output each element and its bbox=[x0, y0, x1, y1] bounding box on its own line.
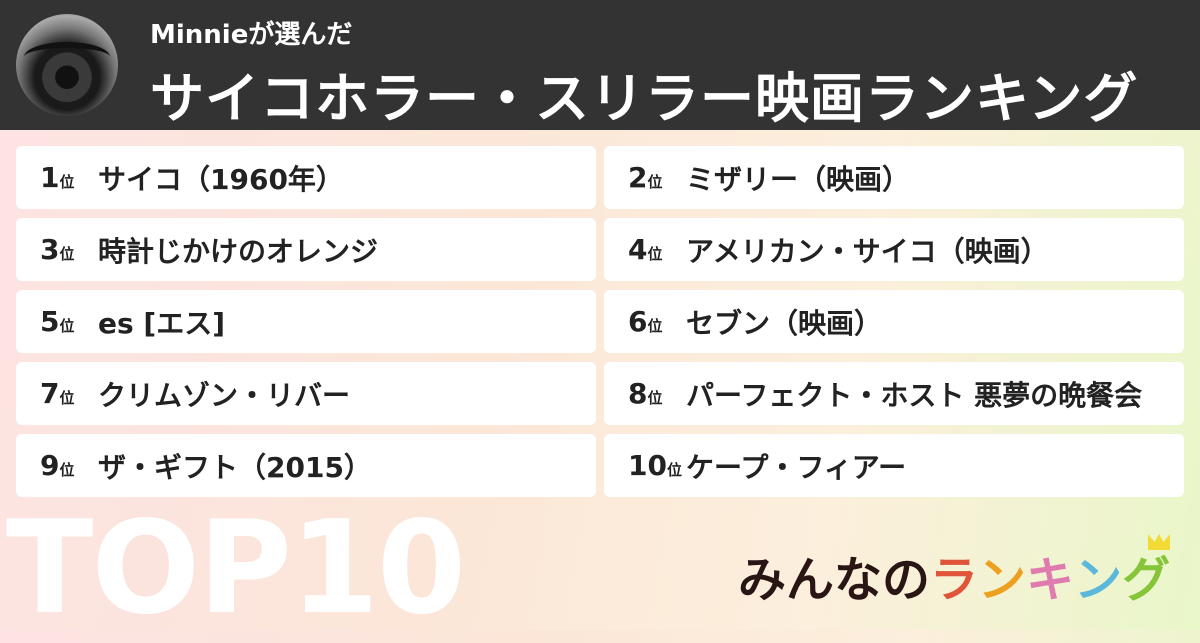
logo-char: キ bbox=[1026, 552, 1075, 608]
byline: Minnieが選んだ bbox=[150, 20, 353, 50]
item-title: 時計じかけのオレンジ bbox=[98, 234, 379, 268]
ranking-item[interactable]: 7位 クリムゾン・リバー bbox=[16, 362, 596, 425]
ranking-item[interactable]: 6位 セブン（映画） bbox=[604, 290, 1184, 353]
crown-icon bbox=[1148, 534, 1170, 550]
ranking-item[interactable]: 10位 ケープ・フィアー bbox=[604, 434, 1184, 497]
avatar[interactable] bbox=[16, 14, 118, 116]
item-title: es [エス] bbox=[98, 306, 225, 340]
item-title: サイコ（1960年） bbox=[98, 162, 344, 196]
ranking-item[interactable]: 4位 アメリカン・サイコ（映画） bbox=[604, 218, 1184, 281]
rank-number: 9位 bbox=[40, 449, 75, 482]
logo-char: ラ bbox=[930, 552, 979, 608]
item-title: アメリカン・サイコ（映画） bbox=[686, 234, 1049, 268]
item-title: クリムゾン・リバー bbox=[98, 378, 351, 412]
rank-number: 1位 bbox=[40, 161, 75, 194]
item-title: パーフェクト・ホスト 悪夢の晩餐会 bbox=[686, 378, 1143, 412]
item-title: ザ・ギフト（2015） bbox=[98, 450, 372, 484]
ranking-item[interactable]: 2位 ミザリー（映画） bbox=[604, 146, 1184, 209]
ranking-item[interactable]: 3位 時計じかけのオレンジ bbox=[16, 218, 596, 281]
item-title: セブン（映画） bbox=[686, 306, 883, 340]
rank-number: 2位 bbox=[628, 161, 663, 194]
item-title: ミザリー（映画） bbox=[686, 162, 911, 196]
ranking-item[interactable]: 9位 ザ・ギフト（2015） bbox=[16, 434, 596, 497]
rank-number: 7位 bbox=[40, 377, 75, 410]
rank-number: 6位 bbox=[628, 305, 663, 338]
rank-number: 4位 bbox=[628, 233, 663, 266]
top10-label: TOP10 bbox=[6, 494, 466, 643]
item-title: ケープ・フィアー bbox=[686, 450, 907, 484]
eyelash-graphic bbox=[24, 42, 110, 72]
logo-char: ン bbox=[978, 552, 1027, 608]
ranking-item[interactable]: 1位 サイコ（1960年） bbox=[16, 146, 596, 209]
site-logo[interactable]: みんなのランキング bbox=[738, 540, 1170, 610]
rank-number: 8位 bbox=[628, 377, 663, 410]
rank-number: 3位 bbox=[40, 233, 75, 266]
ranking-item[interactable]: 5位 es [エス] bbox=[16, 290, 596, 353]
logo-char: グ bbox=[1122, 552, 1171, 608]
logo-text: みんなの bbox=[738, 552, 931, 608]
header: Minnieが選んだ サイコホラー・スリラー映画ランキング bbox=[0, 0, 1200, 130]
page-title: サイコホラー・スリラー映画ランキング bbox=[150, 67, 1139, 130]
logo-char: ン bbox=[1074, 552, 1123, 608]
rank-number: 10位 bbox=[628, 449, 682, 482]
ranking-item[interactable]: 8位 パーフェクト・ホスト 悪夢の晩餐会 bbox=[604, 362, 1184, 425]
rank-number: 5位 bbox=[40, 305, 75, 338]
